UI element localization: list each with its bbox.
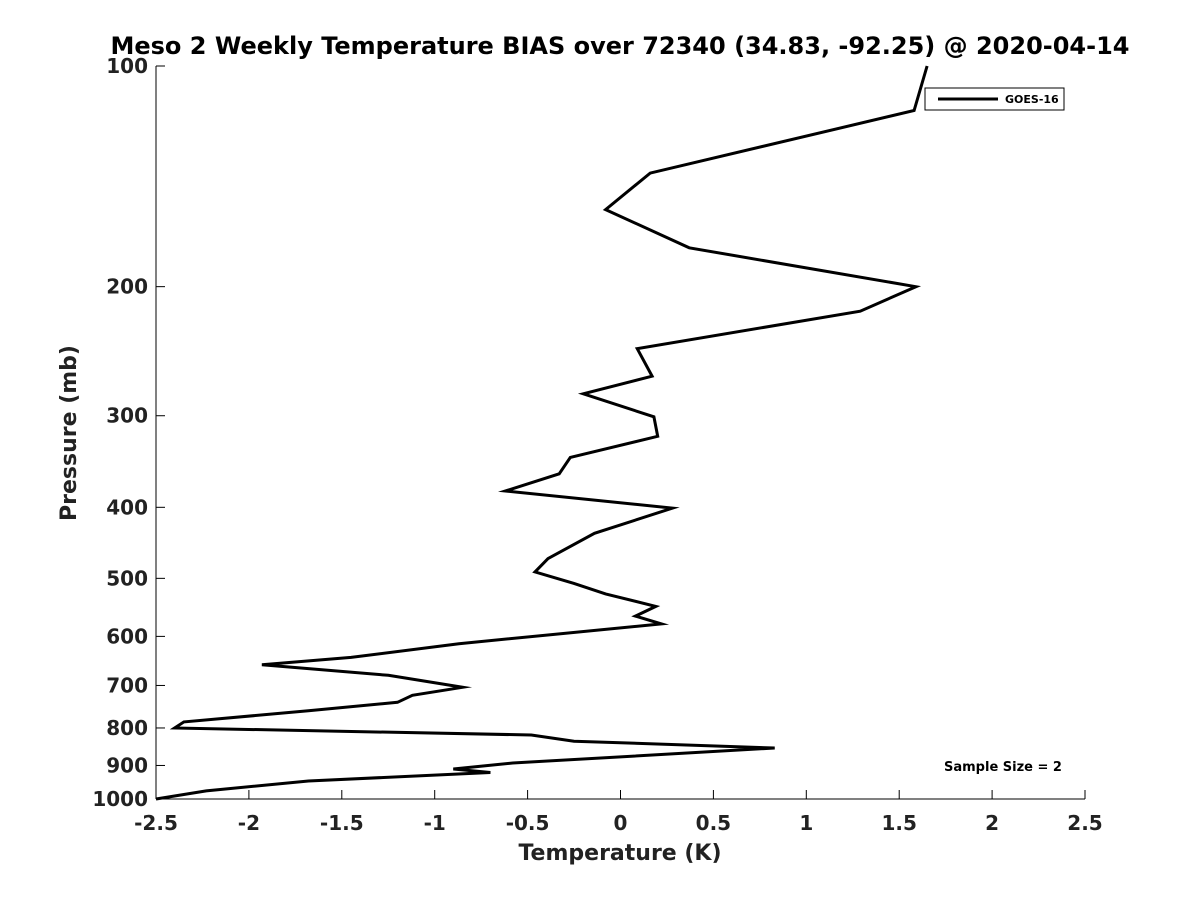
series-line-0 xyxy=(155,65,929,801)
x-tick-label-8: 1.5 xyxy=(881,811,916,835)
x-tick-label-2: -1.5 xyxy=(320,811,364,835)
x-tick-label-10: 2.5 xyxy=(1067,811,1102,835)
series-layer xyxy=(155,65,929,801)
x-ticks: -2.5 -2 -1.5 -1 -0.5 0 0.5 1 1.5 2 2.5 xyxy=(134,790,1103,835)
x-axis-label: Temperature (K) xyxy=(518,841,721,866)
y-tick-label-500: 500 xyxy=(106,566,148,590)
y-ticks: 100 200 300 400 500 600 700 800 900 1000 xyxy=(92,54,165,811)
legend-label: GOES-16 xyxy=(1005,93,1059,106)
y-tick-label-800: 800 xyxy=(106,716,148,740)
x-tick-label-0: -2.5 xyxy=(134,811,178,835)
x-tick-label-3: -1 xyxy=(424,811,446,835)
y-tick-label-100: 100 xyxy=(106,54,148,78)
legend: GOES-16 xyxy=(924,87,1065,111)
y-tick-label-300: 300 xyxy=(106,404,148,428)
x-tick-label-5: 0 xyxy=(614,811,628,835)
y-tick-label-200: 200 xyxy=(106,275,148,299)
y-tick-label-1000: 1000 xyxy=(92,787,148,811)
x-tick-label-4: -0.5 xyxy=(506,811,550,835)
x-tick-label-1: -2 xyxy=(238,811,260,835)
y-axis-label: Pressure (mb) xyxy=(57,345,82,521)
sample-size-annotation: Sample Size = 2 xyxy=(944,760,1062,775)
chart-title: Meso 2 Weekly Temperature BIAS over 7234… xyxy=(110,32,1129,60)
y-tick-label-600: 600 xyxy=(106,624,148,648)
x-tick-label-6: 0.5 xyxy=(696,811,731,835)
x-tick-label-7: 1 xyxy=(799,811,813,835)
x-tick-label-9: 2 xyxy=(985,811,999,835)
y-tick-label-900: 900 xyxy=(106,753,148,777)
y-tick-label-400: 400 xyxy=(106,495,148,519)
y-tick-label-700: 700 xyxy=(106,673,148,697)
axes xyxy=(155,66,1085,800)
